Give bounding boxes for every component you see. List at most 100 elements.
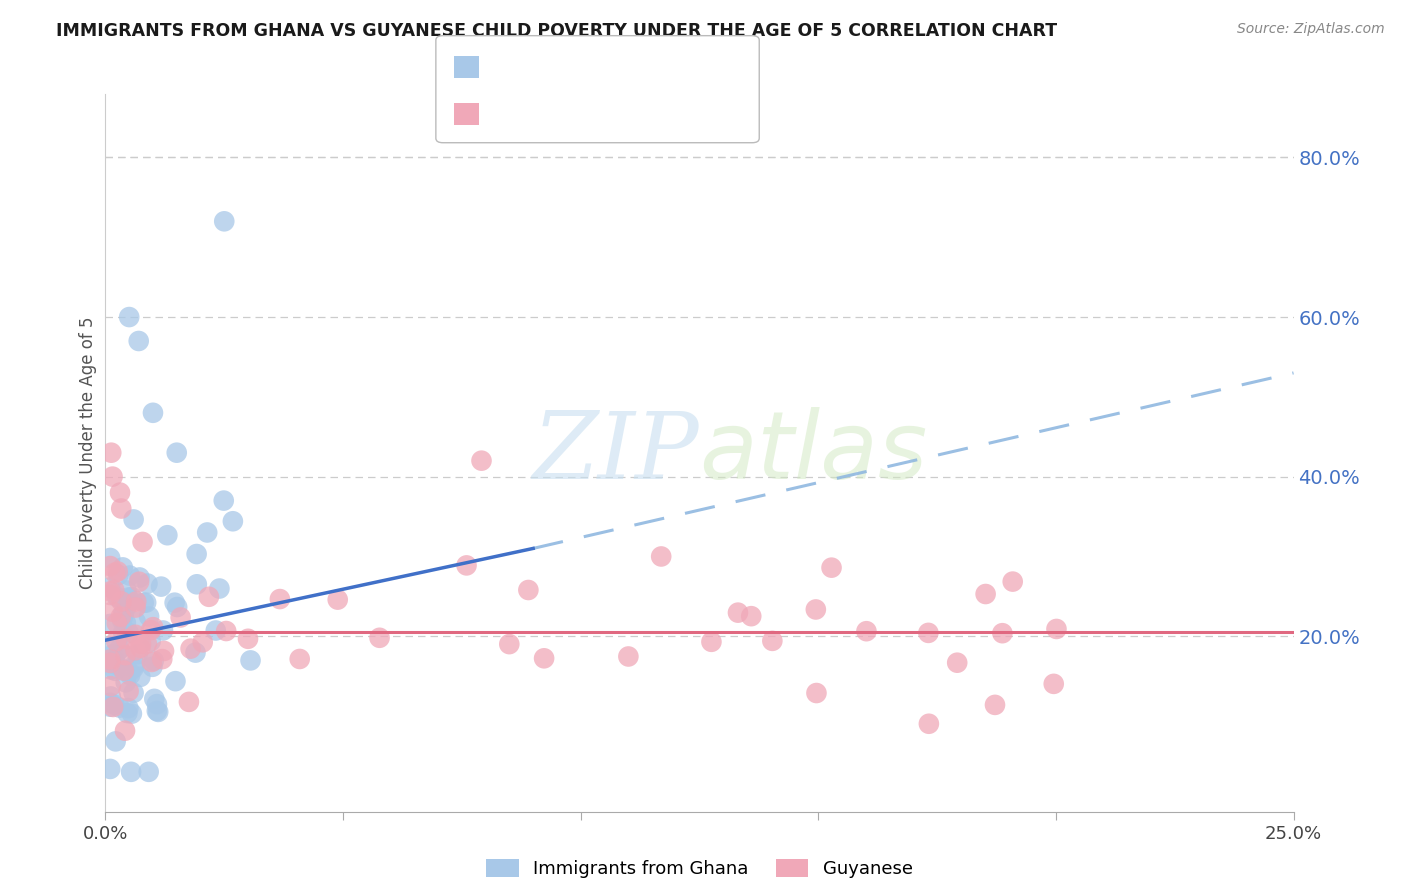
Point	[108, 643, 131, 657]
Point	[138, 609, 160, 624]
Point	[104, 734, 127, 748]
Point	[115, 599, 138, 614]
Point	[107, 658, 129, 673]
Point	[117, 701, 139, 715]
Y-axis label: Child Poverty Under the Age of 5: Child Poverty Under the Age of 5	[79, 317, 97, 589]
Point	[180, 641, 202, 656]
Point	[107, 565, 129, 579]
Point	[124, 628, 146, 642]
Point	[740, 609, 762, 624]
Point	[177, 695, 200, 709]
Point	[128, 574, 150, 589]
Point	[115, 583, 138, 598]
Point	[112, 607, 135, 621]
Point	[186, 547, 208, 561]
Point	[142, 406, 165, 420]
Point	[208, 582, 231, 596]
Point	[368, 631, 391, 645]
Point	[100, 690, 122, 704]
Point	[120, 764, 142, 779]
Point	[124, 600, 146, 615]
Point	[142, 620, 165, 634]
Point	[120, 668, 142, 682]
Point	[135, 596, 157, 610]
Point	[129, 640, 152, 655]
Point	[118, 310, 141, 324]
Point	[136, 576, 159, 591]
Point	[112, 608, 135, 623]
Point	[239, 653, 262, 667]
Point	[98, 639, 121, 653]
Point	[101, 700, 124, 714]
Point	[98, 588, 121, 602]
Point	[991, 626, 1014, 640]
Point	[156, 528, 179, 542]
Point	[806, 686, 828, 700]
Point	[108, 485, 131, 500]
Point	[108, 700, 131, 714]
Text: Source: ZipAtlas.com: Source: ZipAtlas.com	[1237, 22, 1385, 37]
Point	[117, 591, 139, 605]
Point	[214, 214, 236, 228]
Point	[727, 606, 749, 620]
Point	[112, 664, 135, 678]
Point	[236, 632, 259, 646]
Point	[146, 704, 169, 718]
Point	[108, 642, 131, 657]
Point	[121, 590, 143, 604]
Point	[103, 698, 125, 712]
Point	[215, 624, 238, 638]
Point	[105, 615, 128, 630]
Point	[650, 549, 672, 564]
Point	[498, 637, 520, 651]
Point	[101, 605, 124, 619]
Point	[222, 514, 245, 528]
Point	[165, 674, 187, 689]
Point	[804, 602, 827, 616]
Point	[115, 632, 138, 646]
Point	[98, 581, 121, 595]
Point	[150, 580, 173, 594]
Point	[204, 624, 226, 638]
Point	[118, 594, 141, 608]
Point	[104, 566, 127, 580]
Point	[100, 662, 122, 676]
Point	[98, 699, 121, 714]
Point	[98, 551, 121, 566]
Point	[128, 570, 150, 584]
Point	[111, 613, 134, 627]
Point	[141, 660, 163, 674]
Point	[122, 512, 145, 526]
Point	[129, 670, 152, 684]
Point	[212, 493, 235, 508]
Point	[105, 634, 128, 648]
Point	[139, 623, 162, 637]
Point	[104, 664, 127, 678]
Point	[103, 583, 125, 598]
Point	[98, 652, 121, 666]
Point	[98, 559, 121, 574]
Point	[195, 525, 218, 540]
Point	[918, 716, 941, 731]
Point	[98, 617, 121, 632]
Text: R =  0.169  N = 80: R = 0.169 N = 80	[491, 56, 686, 74]
Point	[1045, 622, 1067, 636]
Point	[114, 723, 136, 738]
Point	[124, 643, 146, 657]
Point	[98, 762, 121, 776]
Point	[456, 558, 478, 573]
Point	[326, 592, 349, 607]
Point	[110, 609, 132, 624]
Point	[118, 665, 141, 679]
Point	[169, 610, 191, 624]
Point	[98, 696, 121, 710]
Point	[111, 560, 134, 574]
Point	[141, 655, 163, 669]
Point	[191, 635, 214, 649]
Point	[974, 587, 997, 601]
Point	[100, 445, 122, 460]
Point	[152, 624, 174, 638]
Point	[198, 590, 221, 604]
Point	[269, 592, 291, 607]
Point	[114, 675, 136, 690]
